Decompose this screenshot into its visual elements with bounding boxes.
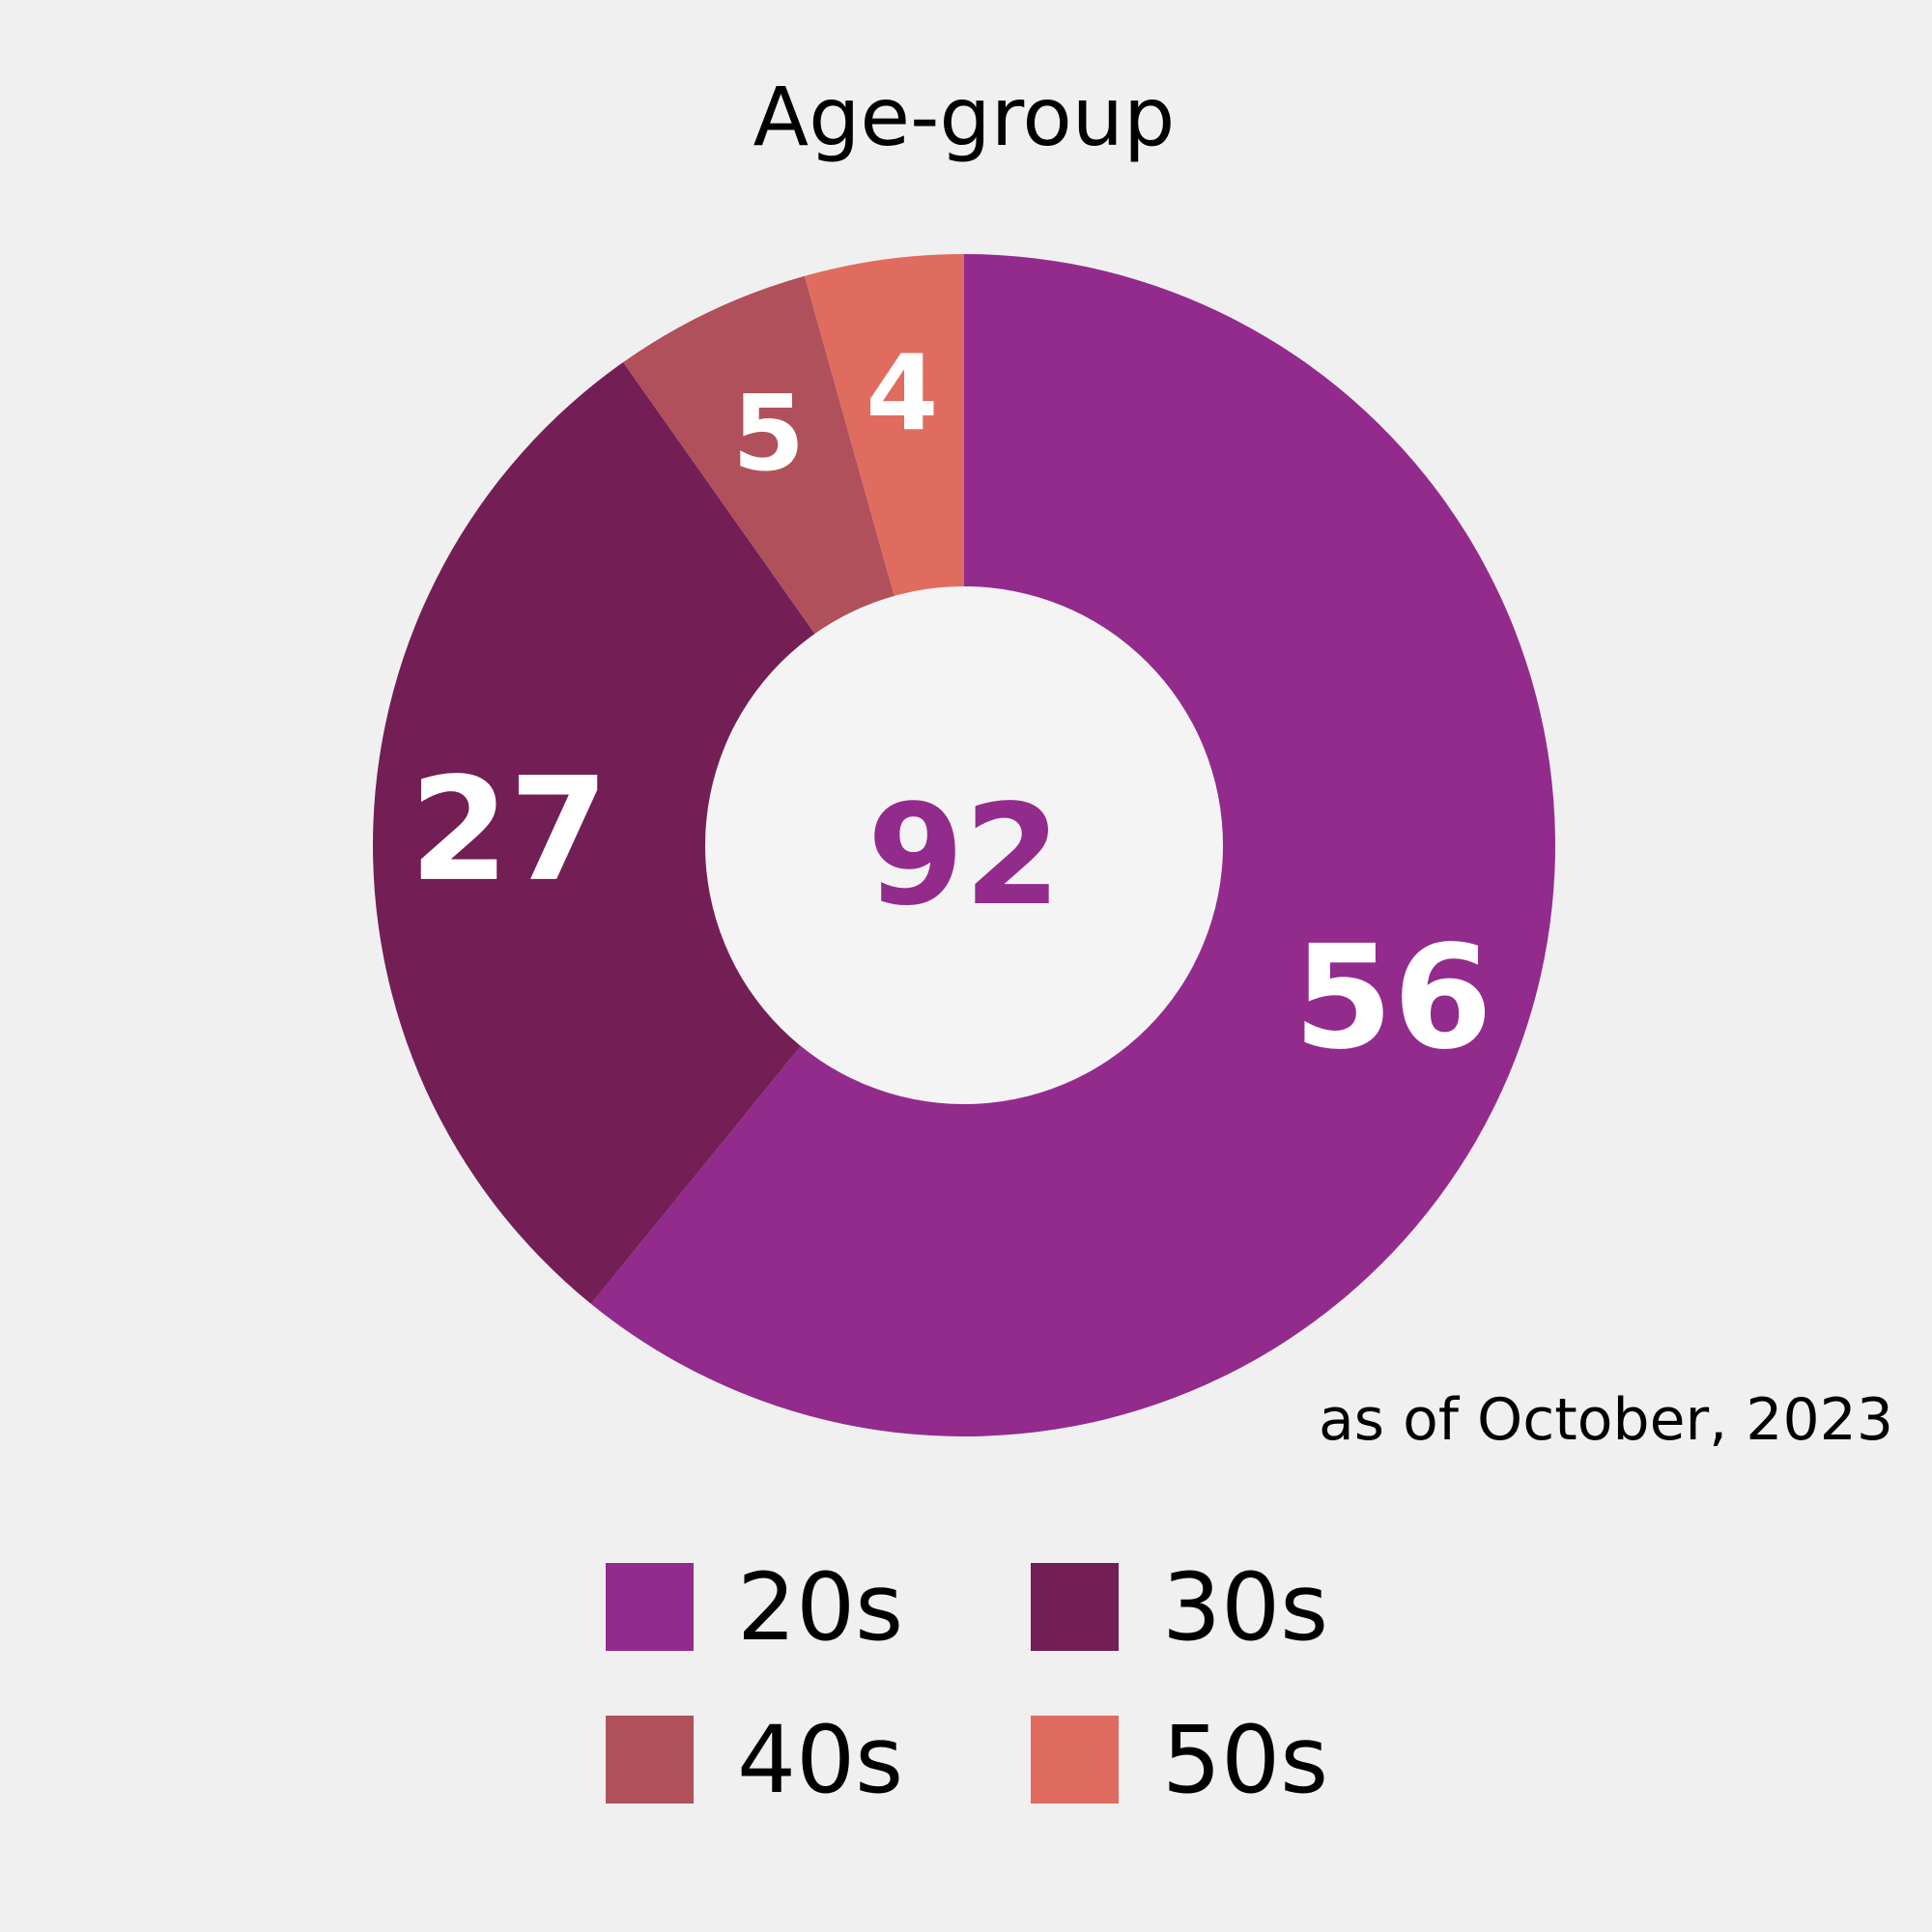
legend: 20s 30s 40s 50s [606, 1553, 1328, 1814]
slice-value-labels: 56 27 5 4 [410, 334, 1492, 1081]
slice-label-40s: 5 [732, 374, 805, 495]
donut-center-hole [705, 586, 1223, 1104]
date-note: as of October, 2023 [1319, 1386, 1893, 1454]
legend-swatch-30s [1031, 1563, 1119, 1651]
legend-swatch-50s [1031, 1716, 1119, 1804]
legend-swatch-40s [606, 1716, 694, 1804]
legend-label-40s: 40s [737, 1706, 903, 1814]
slice-30s [372, 362, 964, 1304]
legend-label-30s: 30s [1162, 1553, 1328, 1662]
chart-title: Age-group [753, 70, 1176, 164]
slice-label-20s: 56 [1293, 915, 1492, 1081]
legend-label-50s: 50s [1162, 1706, 1328, 1814]
legend-swatch-20s [606, 1563, 694, 1651]
slice-label-30s: 27 [410, 747, 609, 913]
slice-label-50s: 4 [866, 334, 938, 455]
center-total-label: 92 [867, 774, 1061, 936]
legend-label-20s: 20s [737, 1553, 903, 1662]
